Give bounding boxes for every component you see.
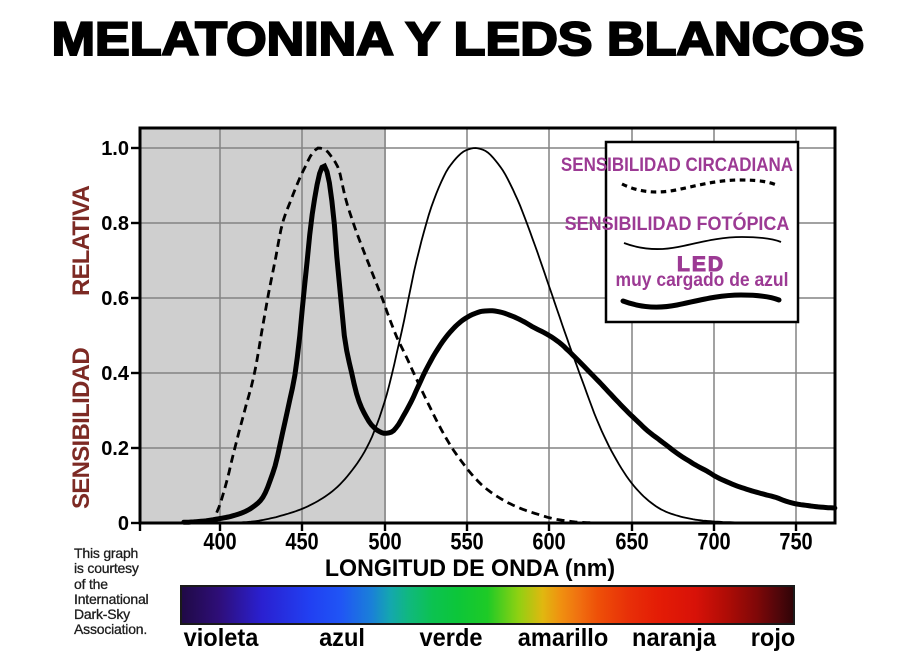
svg-text:700: 700 [697, 528, 730, 555]
svg-text:SENSIBILIDAD CIRCADIANA: SENSIBILIDAD CIRCADIANA [561, 154, 793, 175]
svg-text:LED: LED [677, 253, 725, 276]
svg-text:amarillo: amarillo [518, 624, 608, 652]
svg-text:0.8: 0.8 [101, 213, 129, 235]
svg-text:400: 400 [203, 528, 236, 555]
svg-text:0.4: 0.4 [101, 363, 130, 385]
svg-text:muy cargado de azul: muy cargado de azul [616, 268, 789, 290]
svg-text:600: 600 [532, 528, 565, 555]
svg-text:550: 550 [450, 528, 483, 555]
svg-text:SENSIBILIDAD FOTÓPICA: SENSIBILIDAD FOTÓPICA [565, 212, 790, 235]
svg-text:650: 650 [615, 528, 648, 555]
svg-text:450: 450 [285, 528, 318, 555]
svg-text:LONGITUD DE ONDA (nm): LONGITUD DE ONDA (nm) [325, 555, 615, 581]
svg-text:violeta: violeta [184, 624, 259, 652]
svg-text:verde: verde [420, 624, 483, 652]
svg-text:azul: azul [319, 624, 365, 652]
svg-text:750: 750 [779, 528, 812, 555]
svg-text:0: 0 [118, 513, 129, 535]
svg-text:naranja: naranja [632, 624, 716, 652]
svg-text:rojo: rojo [751, 624, 796, 652]
svg-text:0.6: 0.6 [101, 288, 129, 310]
svg-text:500: 500 [368, 528, 401, 555]
svg-text:0.2: 0.2 [101, 438, 129, 460]
svg-text:1.0: 1.0 [101, 138, 129, 160]
